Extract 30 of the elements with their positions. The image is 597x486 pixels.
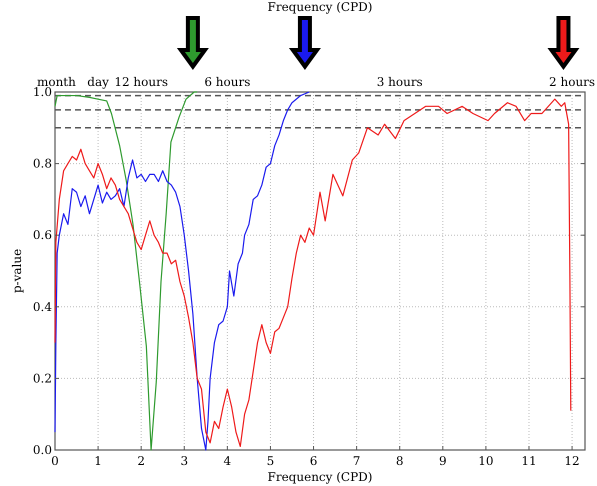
y-axis-title: p-value [10, 248, 24, 294]
annotation: 6 hours [204, 75, 250, 89]
y-tick-label: 0.0 [32, 443, 52, 457]
x-tick-label: 7 [352, 454, 360, 468]
line-series [54, 91, 198, 451]
y-tick-label: 0.2 [32, 371, 52, 386]
x-tick-label: 6 [310, 454, 318, 468]
y-tick-label: 0.6 [32, 228, 52, 242]
x-tick-label: 3 [180, 454, 188, 468]
y-tick-label: 0.4 [32, 300, 52, 314]
x-tick-label: 9 [438, 454, 447, 468]
x-tick-label: 0 [51, 454, 59, 468]
line-series [54, 98, 572, 448]
annotation: 3 hours [376, 75, 423, 89]
x-tick-label: 4 [224, 454, 232, 468]
x-tick-label: 10 [478, 454, 494, 468]
x-tick-label: 2 [137, 454, 145, 468]
x-tick-label: 1 [94, 454, 102, 468]
annotation: 2 hours [549, 75, 596, 89]
y-tick-label: 0.8 [32, 156, 52, 171]
x-tick-label: 5 [266, 454, 274, 468]
x2-axis-title: Frequency (CPD) [268, 0, 372, 14]
x-tick-label: 8 [396, 454, 404, 468]
x-axis-title: Frequency (CPD) [268, 470, 372, 484]
x-tick-label: 12 [564, 454, 580, 468]
annotation: day [87, 75, 110, 89]
annotation: 12 hours [114, 75, 168, 89]
x-tick-label: 11 [521, 454, 537, 468]
line-series [54, 91, 310, 451]
y-tick-label: 1.0 [32, 85, 52, 99]
